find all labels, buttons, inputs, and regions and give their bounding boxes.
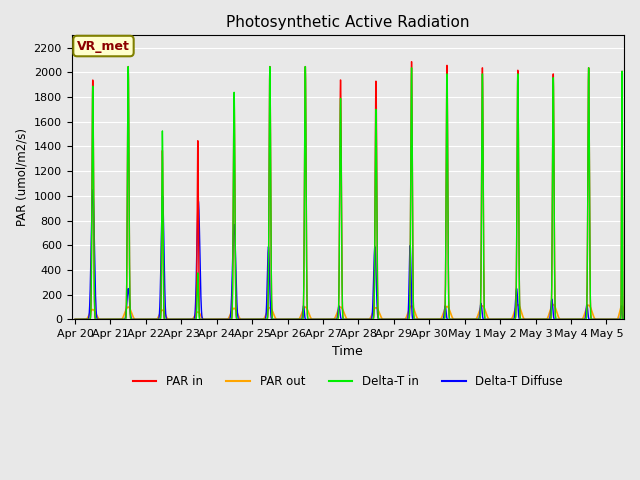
PAR in bbox=[481, 316, 489, 322]
Title: Photosynthetic Active Radiation: Photosynthetic Active Radiation bbox=[226, 15, 470, 30]
PAR out bbox=[188, 316, 195, 322]
Delta-T Diffuse bbox=[552, 316, 559, 322]
Text: VR_met: VR_met bbox=[77, 39, 130, 52]
Delta-T Diffuse bbox=[518, 316, 525, 322]
Delta-T in bbox=[518, 316, 525, 322]
Delta-T in bbox=[431, 316, 439, 322]
PAR in bbox=[408, 59, 415, 65]
PAR in bbox=[638, 316, 640, 322]
Line: Delta-T Diffuse: Delta-T Diffuse bbox=[75, 190, 640, 319]
PAR out bbox=[71, 316, 79, 322]
Line: PAR in: PAR in bbox=[75, 62, 640, 319]
PAR out bbox=[514, 302, 522, 308]
PAR in bbox=[71, 316, 79, 322]
Delta-T Diffuse bbox=[71, 316, 79, 322]
Delta-T Diffuse bbox=[89, 187, 97, 193]
PAR in bbox=[632, 316, 639, 322]
Delta-T in bbox=[632, 316, 639, 322]
Delta-T in bbox=[188, 316, 195, 322]
Line: Delta-T in: Delta-T in bbox=[75, 67, 640, 319]
PAR out bbox=[481, 307, 489, 312]
PAR out bbox=[518, 309, 525, 315]
Delta-T in bbox=[638, 316, 640, 322]
X-axis label: Time: Time bbox=[332, 345, 363, 358]
Delta-T in bbox=[552, 311, 559, 317]
PAR in bbox=[431, 316, 439, 322]
Delta-T Diffuse bbox=[188, 316, 195, 322]
PAR in bbox=[518, 316, 525, 322]
PAR out bbox=[552, 305, 559, 311]
Delta-T Diffuse bbox=[431, 316, 439, 322]
Legend: PAR in, PAR out, Delta-T in, Delta-T Diffuse: PAR in, PAR out, Delta-T in, Delta-T Dif… bbox=[128, 371, 568, 393]
PAR out bbox=[632, 316, 639, 322]
Y-axis label: PAR (umol/m2/s): PAR (umol/m2/s) bbox=[15, 128, 28, 227]
Line: PAR out: PAR out bbox=[75, 305, 640, 319]
Delta-T in bbox=[481, 316, 489, 322]
Delta-T in bbox=[71, 316, 79, 322]
Delta-T Diffuse bbox=[481, 316, 489, 322]
PAR out bbox=[638, 316, 640, 322]
PAR out bbox=[431, 316, 439, 322]
Delta-T Diffuse bbox=[632, 316, 639, 322]
PAR in bbox=[552, 311, 559, 317]
Delta-T in bbox=[124, 64, 132, 70]
Delta-T Diffuse bbox=[638, 316, 640, 322]
PAR in bbox=[188, 316, 195, 322]
